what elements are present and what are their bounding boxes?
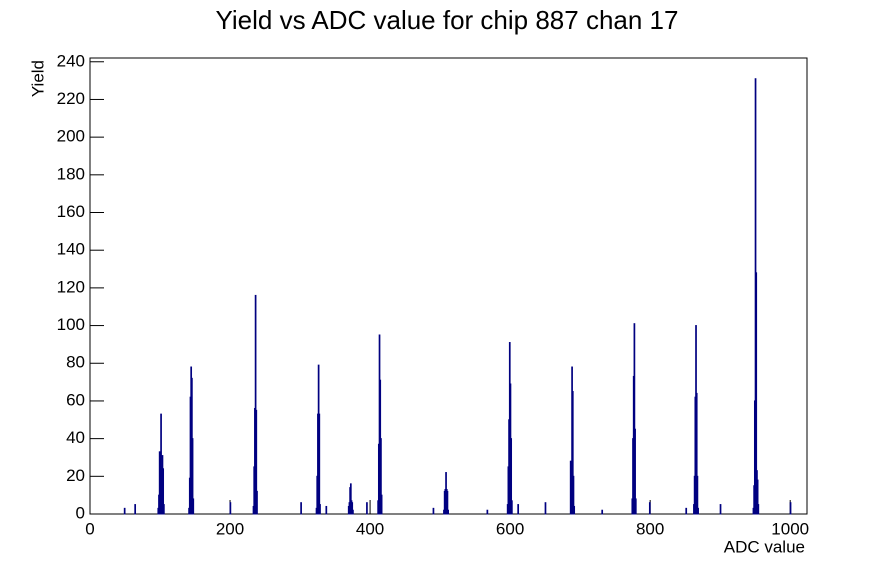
histogram-bin	[432, 507, 435, 515]
histogram-bin	[544, 502, 547, 515]
histogram-bin	[486, 509, 489, 515]
histogram-bin	[517, 504, 520, 515]
histogram-bin	[163, 504, 165, 515]
histogram-bin	[229, 502, 232, 515]
histogram-bin	[366, 502, 368, 515]
x-tick-label: 200	[216, 519, 244, 538]
x-tick-label: 0	[85, 519, 94, 538]
y-tick-label: 0	[76, 503, 85, 522]
histogram-bin	[648, 502, 651, 515]
y-tick-label: 160	[57, 202, 85, 221]
y-tick-label: 220	[57, 89, 85, 108]
histogram-bin	[300, 502, 302, 515]
y-tick-label: 120	[57, 277, 85, 296]
histogram-bin	[719, 504, 722, 515]
x-tick-label: 800	[636, 519, 664, 538]
chart-title: Yield vs ADC value for chip 887 chan 17	[216, 5, 679, 35]
histogram-bin	[685, 507, 688, 515]
y-tick-label: 20	[66, 466, 85, 485]
histogram-bin	[634, 498, 637, 515]
histogram-bin	[789, 502, 792, 515]
histogram-bin	[325, 505, 328, 515]
histogram-bin	[757, 504, 760, 515]
histogram-bin	[134, 504, 137, 515]
histogram-bin	[573, 505, 576, 515]
y-tick-label: 180	[57, 164, 85, 183]
y-tick-label: 100	[57, 315, 85, 334]
histogram-bin	[318, 413, 321, 515]
x-tick-label: 1000	[771, 519, 809, 538]
y-axis-label: Yield	[28, 60, 47, 97]
x-axis-label: ADC value	[724, 537, 805, 556]
y-tick-label: 140	[57, 240, 85, 259]
y-tick-label: 80	[66, 353, 85, 372]
histogram-bin	[319, 504, 321, 515]
histogram-bin	[447, 509, 449, 515]
x-tick-label: 400	[356, 519, 384, 538]
y-tick-label: 40	[66, 428, 85, 447]
histogram-bin	[511, 500, 513, 515]
y-tick-label: 240	[57, 51, 85, 70]
histogram-bin	[192, 498, 195, 515]
histogram-bin	[123, 507, 126, 515]
histogram-bin	[352, 509, 354, 515]
histogram-bin	[256, 490, 258, 515]
x-tick-label: 600	[496, 519, 524, 538]
histogram-bin	[601, 509, 604, 515]
histogram-bin	[380, 494, 383, 515]
histogram-bin	[697, 507, 699, 515]
y-tick-label: 60	[66, 390, 85, 409]
y-tick-label: 200	[57, 127, 85, 146]
